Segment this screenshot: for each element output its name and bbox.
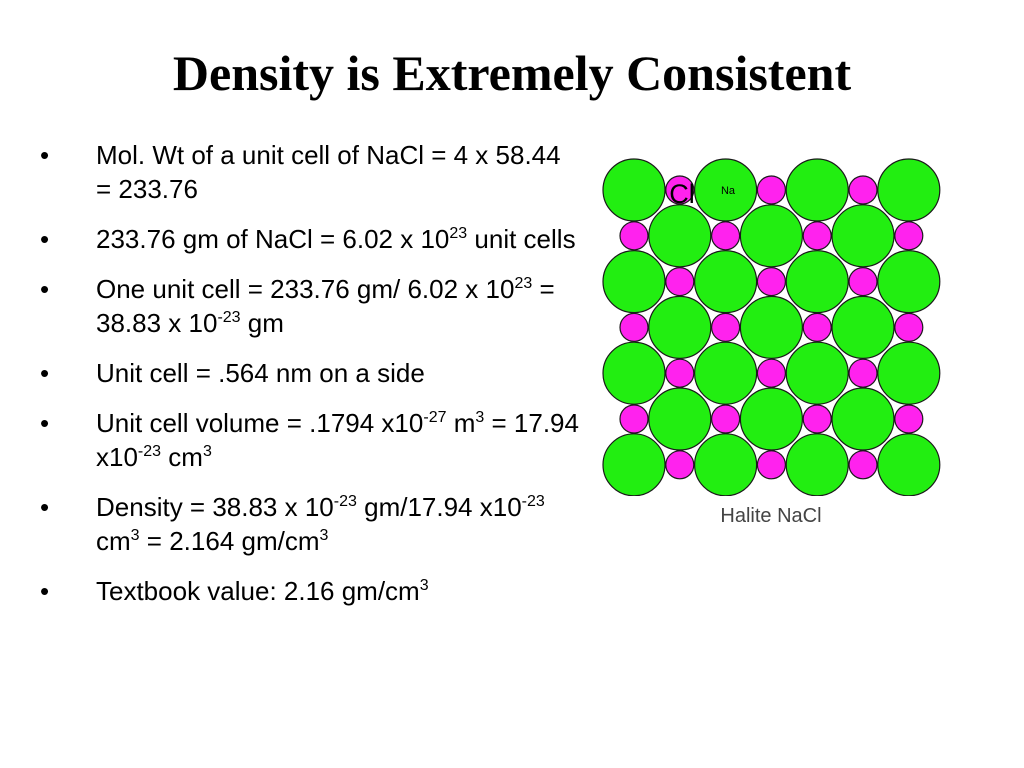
superscript: -27 [423, 409, 447, 426]
bullet-text: Mol. Wt of a unit cell of NaCl = 4 x 58.… [96, 140, 561, 204]
cl-ion [739, 387, 804, 451]
bullet-marker: • [40, 358, 50, 388]
nacl-lattice-figure: Cl Na [602, 158, 941, 496]
bullet-text: gm/17.94 x10 [356, 492, 522, 522]
superscript: -23 [217, 309, 241, 326]
cl-ion [648, 295, 712, 359]
bullet-item: • Unit cell volume = .1794 x10-27 m3 = 1… [40, 406, 580, 474]
cl-ion [602, 341, 666, 405]
bullet-marker: • [40, 576, 50, 606]
bullet-text: m [446, 408, 476, 438]
bullet-item: • Density = 38.83 x 10-23 gm/17.94 x10-2… [40, 490, 580, 558]
cl-ion [877, 433, 941, 496]
bullet-list: • Mol. Wt of a unit cell of NaCl = 4 x 5… [40, 138, 580, 624]
bullet-text: unit cells [467, 224, 576, 254]
bullet-item: • Unit cell = .564 nm on a side [40, 356, 580, 390]
cl-atom-label: Cl [669, 179, 695, 209]
cl-ion [831, 387, 895, 451]
bullet-text: = 17.94 x10 [96, 408, 579, 472]
na-ion [802, 404, 832, 434]
na-ion [619, 221, 649, 251]
bullet-marker: • [40, 492, 50, 522]
na-ion [848, 358, 878, 388]
cl-ion [739, 204, 804, 268]
na-ion [848, 267, 878, 297]
na-ion [619, 404, 649, 434]
cl-ion [785, 433, 849, 496]
bullet-item: • Mol. Wt of a unit cell of NaCl = 4 x 5… [40, 138, 580, 206]
figure-caption: Halite NaCl [720, 505, 822, 527]
bullet-marker: • [40, 408, 50, 438]
bullet-item: • 233.76 gm of NaCl = 6.02 x 1023 unit c… [40, 222, 580, 256]
superscript: 3 [202, 443, 212, 460]
bullet-item: • Textbook value: 2.16 gm/cm3 [40, 574, 580, 608]
na-ion [710, 221, 741, 251]
na-ion [894, 312, 924, 342]
bullet-text: = 2.164 gm/cm [139, 526, 320, 556]
na-ion [710, 404, 741, 434]
cl-ion [693, 341, 758, 405]
superscript: -23 [521, 493, 545, 510]
superscript: 3 [475, 409, 485, 426]
superscript: 3 [419, 577, 429, 594]
cl-ion [785, 250, 849, 314]
bullet-text: gm [240, 308, 284, 338]
bullet-text: cm [161, 442, 203, 472]
cl-ion [602, 158, 666, 222]
cl-ion [877, 341, 941, 405]
bullet-text: = 38.83 x 10 [96, 274, 555, 338]
na-ion [665, 358, 695, 388]
cl-ion [694, 433, 758, 496]
na-ion [848, 175, 878, 205]
cl-ion [831, 295, 895, 359]
na-ion [619, 312, 649, 342]
bullet-item: • One unit cell = 233.76 gm/ 6.02 x 1023… [40, 272, 580, 340]
superscript: 23 [514, 275, 533, 292]
cl-ion [831, 204, 895, 268]
bullet-marker: • [40, 140, 50, 170]
bullet-text: Textbook value: 2.16 gm/cm [96, 576, 420, 606]
bullet-marker: • [40, 274, 50, 304]
cl-ion [693, 250, 758, 314]
na-ion [802, 221, 832, 251]
cl-ion [739, 295, 804, 359]
na-ion [756, 450, 787, 480]
bullet-marker: • [40, 224, 50, 254]
na-ion [894, 221, 924, 251]
bullet-text: Unit cell = .564 nm on a side [96, 358, 425, 388]
cl-ion [602, 433, 666, 496]
na-atom-label: Na [721, 185, 736, 197]
na-ion [756, 175, 787, 205]
na-ion [848, 450, 878, 480]
na-ion [665, 450, 695, 480]
superscript: -23 [333, 493, 357, 510]
na-ion [710, 312, 741, 342]
cl-ion [785, 158, 849, 222]
bullet-text: 233.76 gm of NaCl = 6.02 x 10 [96, 224, 450, 254]
cl-ion [693, 158, 758, 222]
bullet-text: Unit cell volume = .1794 x10 [96, 408, 424, 438]
na-ion [894, 404, 924, 434]
superscript: 23 [449, 225, 468, 242]
superscript: 3 [319, 527, 329, 544]
na-ion [756, 358, 787, 388]
cl-ion [648, 387, 712, 451]
superscript: 3 [130, 527, 140, 544]
cl-ion [785, 341, 849, 405]
na-ion [756, 267, 787, 297]
bullet-text: cm [96, 526, 131, 556]
cl-ion [877, 250, 941, 314]
cl-ion [602, 250, 666, 314]
lattice-atoms [602, 158, 941, 496]
na-ion [665, 175, 695, 205]
bullet-text: Density = 38.83 x 10 [96, 492, 334, 522]
cl-ion [648, 204, 712, 268]
superscript: -23 [137, 443, 162, 460]
slide-title: Density is Extremely Consistent [172, 45, 852, 101]
na-ion [802, 312, 832, 342]
na-ion [665, 267, 695, 297]
cl-ion [877, 158, 941, 222]
bullet-text: One unit cell = 233.76 gm/ 6.02 x 10 [96, 274, 515, 304]
